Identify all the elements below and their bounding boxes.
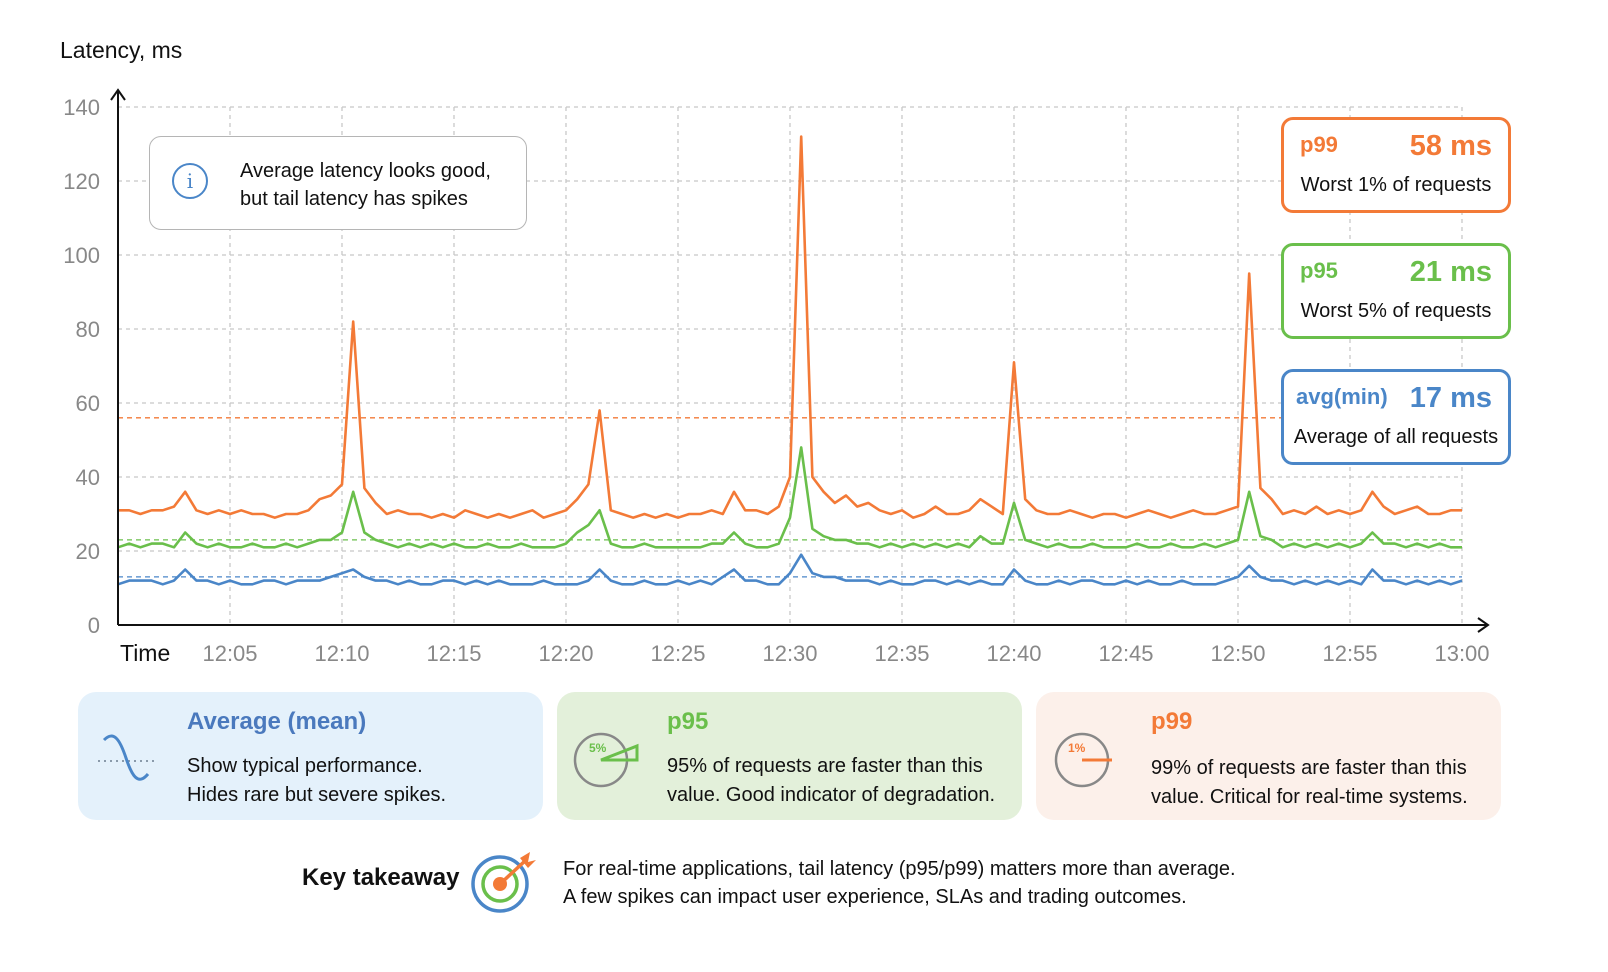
info-line-2: but tail latency has spikes: [240, 188, 468, 210]
y-tick-label: 120: [63, 169, 100, 194]
y-tick-label: 20: [76, 539, 100, 564]
card-line-1: 95% of requests are faster than this: [667, 755, 983, 777]
x-tick-label: 12:30: [762, 641, 817, 666]
card-line-2: Hides rare but severe spikes.: [187, 784, 447, 806]
y-tick-labels: 0 20 40 60 80 100 120 140: [63, 95, 100, 638]
latency-chart: Latency, ms Time 0 20 40 60 80 100 120 140 12:0…: [60, 37, 1490, 666]
p95-card: 5% p95 95% of requests are faster than t…: [557, 692, 1022, 820]
series-lines: [117, 135, 1463, 586]
x-tick-label: 12:20: [538, 641, 593, 666]
info-callout: i Average latency looks good, but tail la…: [149, 136, 527, 230]
stat-desc: Worst 5% of requests: [1300, 300, 1492, 322]
x-tick-label: 12:50: [1210, 641, 1265, 666]
stat-value: 17 ms: [1409, 382, 1492, 414]
takeaway-label: Key takeaway: [302, 864, 460, 891]
y-tick-label: 40: [76, 465, 100, 490]
x-tick-label: 12:40: [986, 641, 1041, 666]
card-title: p95: [667, 708, 709, 735]
x-tick-labels: 12:05 12:10 12:15 12:20 12:25 12:30 12:35 12:40…: [202, 641, 1489, 666]
avg-stat-card: avg(min) 17 ms Average of all requests: [1281, 369, 1511, 465]
y-axis-arrow-icon: [110, 88, 126, 101]
axes: [110, 88, 1490, 633]
stat-label: avg(min): [1296, 384, 1388, 409]
x-tick-label: 12:55: [1322, 641, 1377, 666]
p99-series-line: [118, 135, 1462, 520]
gauge-badge: 5%: [589, 741, 607, 755]
average-card: Average (mean) Show typical performance.…: [78, 692, 543, 820]
card-line-1: 99% of requests are faster than this: [1151, 757, 1467, 779]
gauge-1-percent-icon: 1%: [1054, 732, 1112, 788]
p95-stat-card: p95 21 ms Worst 5% of requests: [1281, 243, 1511, 339]
card-line-2: value. Critical for real-time systems.: [1151, 786, 1468, 808]
y-tick-label: 100: [63, 243, 100, 268]
p99-stat-card: p99 58 ms Worst 1% of requests: [1281, 117, 1511, 213]
y-tick-label: 80: [76, 317, 100, 342]
p99-card: 1% p99 99% of requests are faster than t…: [1036, 692, 1501, 820]
x-tick-label: 13:00: [1434, 641, 1489, 666]
target-icon: [471, 852, 536, 913]
stat-value: 58 ms: [1409, 130, 1492, 162]
x-axis-arrow-icon: [1477, 617, 1490, 633]
x-tick-label: 12:05: [202, 641, 257, 666]
stat-desc: Worst 1% of requests: [1300, 174, 1492, 196]
card-line-2: value. Good indicator of degradation.: [667, 784, 995, 806]
y-tick-label: 60: [76, 391, 100, 416]
x-tick-label: 12:35: [874, 641, 929, 666]
p95-series-line: [117, 446, 1462, 549]
card-line-1: Show typical performance.: [187, 755, 423, 777]
x-tick-label: 12:15: [426, 641, 481, 666]
stat-label: p99: [1300, 132, 1338, 157]
takeaway-line-1: For real-time applications, tail latency…: [563, 858, 1236, 880]
avg-series-line: [117, 553, 1463, 586]
card-title: Average (mean): [187, 708, 367, 735]
stat-value: 21 ms: [1409, 256, 1492, 288]
x-tick-label: 12:45: [1098, 641, 1153, 666]
stat-label: p95: [1300, 258, 1338, 283]
info-line-1: Average latency looks good,: [240, 160, 491, 182]
x-tick-label: 12:10: [314, 641, 369, 666]
x-tick-label: 12:25: [650, 641, 705, 666]
sine-wave-icon: [98, 734, 154, 781]
y-tick-label: 140: [63, 95, 100, 120]
gauge-5-percent-icon: 5%: [573, 732, 639, 788]
card-title: p99: [1151, 708, 1193, 735]
info-icon: i: [172, 163, 208, 199]
gauge-badge: 1%: [1068, 741, 1086, 755]
stat-desc: Average of all requests: [1293, 426, 1499, 448]
x-axis-title: Time: [120, 640, 170, 666]
y-axis-title: Latency, ms: [60, 37, 182, 63]
y-tick-label: 0: [88, 613, 100, 638]
takeaway-line-2: A few spikes can impact user experience,…: [563, 886, 1187, 908]
